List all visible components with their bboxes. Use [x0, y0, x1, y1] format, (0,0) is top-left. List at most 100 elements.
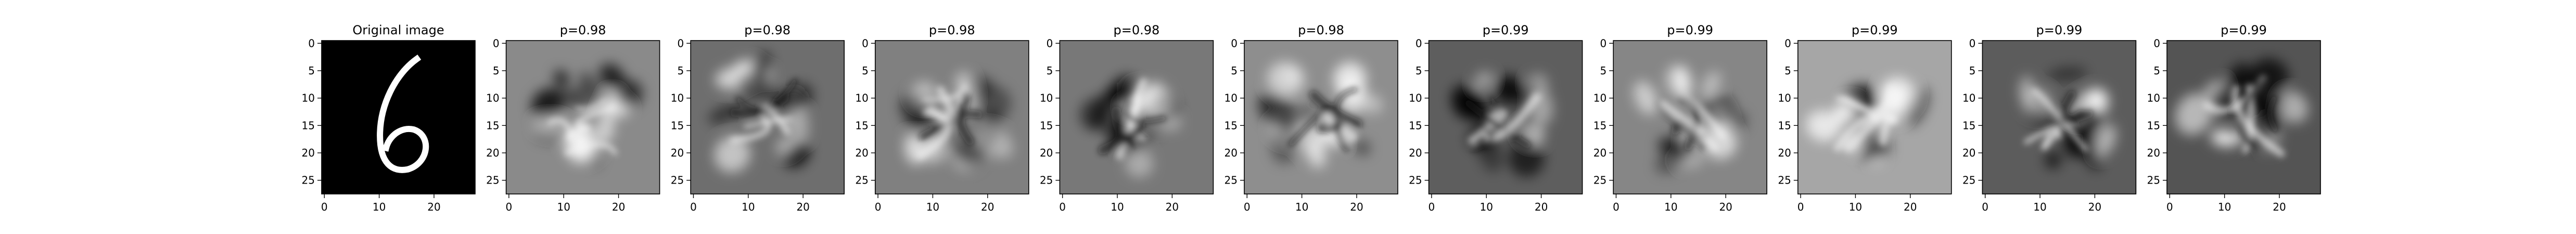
- image-panel: p=0.98 0 10 20 0 5 10 15 20 25: [1040, 23, 1214, 213]
- filter-strokes: [916, 83, 983, 160]
- filter-strokes: [1098, 78, 1167, 160]
- y-tick-label: 20: [1225, 147, 1238, 159]
- x-tick-label: 20: [796, 201, 809, 213]
- y-tick-label: 5: [2153, 64, 2160, 77]
- y-tick-label: 20: [302, 147, 315, 159]
- image-panel: p=0.99 0 10 20 0 5 10 15 20 25: [1593, 23, 1767, 213]
- filter-strokes: [1464, 93, 1541, 151]
- y-tick-label: 0: [1600, 37, 1606, 49]
- y-tick-label: 15: [486, 119, 499, 132]
- panel-title: p=0.98: [744, 23, 790, 37]
- y-tick-label: 15: [302, 119, 315, 132]
- y-tick-label: 15: [855, 119, 868, 132]
- y-tick-label: 10: [302, 92, 315, 105]
- x-tick-label: 10: [557, 201, 570, 213]
- x-tick-label: 20: [2273, 201, 2286, 213]
- axes-frame: [875, 40, 1029, 194]
- y-tick-label: 20: [1593, 147, 1606, 159]
- y-tick-label: 0: [1231, 37, 1238, 49]
- x-tick-label: 20: [1535, 201, 1548, 213]
- image-panel: p=0.98 0 10 20 0 5 10 15 20 25: [1225, 23, 1398, 213]
- y-tick-label: 0: [493, 37, 500, 49]
- y-tick-label: 0: [308, 37, 315, 49]
- filter-strokes: [1656, 92, 1726, 152]
- filter-pattern: [1079, 75, 1181, 178]
- filter-strokes: [547, 98, 618, 155]
- y-tick-label: 5: [1600, 64, 1606, 77]
- y-tick-label: 10: [855, 92, 868, 105]
- y-tick-label: 20: [671, 147, 684, 159]
- x-tick-label: 20: [1719, 201, 1732, 213]
- y-tick-label: 10: [1962, 92, 1975, 105]
- image-panel: p=0.99 0 10 20 0 5 10 15 20 25: [1409, 23, 1583, 213]
- y-tick-label: 5: [1415, 64, 1422, 77]
- panel-title: p=0.98: [560, 23, 606, 37]
- y-tick-label: 25: [2147, 174, 2160, 187]
- y-tick-label: 5: [862, 64, 869, 77]
- panel-title: p=0.99: [2221, 23, 2267, 37]
- image-panel: p=0.99 0 10 20 0 5 10 15 20 25: [1962, 23, 2137, 213]
- y-tick-label: 15: [1040, 119, 1053, 132]
- axes-frame: [321, 40, 476, 194]
- x-tick-label: 0: [690, 201, 697, 213]
- y-tick-label: 25: [1040, 174, 1053, 187]
- y-tick-label: 25: [1409, 174, 1422, 187]
- y-tick-label: 20: [486, 147, 499, 159]
- x-tick-label: 10: [1849, 201, 1862, 213]
- y-tick-label: 10: [671, 92, 684, 105]
- y-tick-label: 0: [1969, 37, 1976, 49]
- y-tick-label: 15: [1409, 119, 1422, 132]
- y-tick-label: 25: [1593, 174, 1606, 187]
- y-tick-label: 0: [1415, 37, 1422, 49]
- x-tick-label: 0: [1059, 201, 1066, 213]
- x-tick-label: 0: [1244, 201, 1251, 213]
- axes-frame: [1059, 40, 1214, 194]
- image-panel: Original image 0 10 20 0 5 10 15 20 25: [302, 23, 476, 213]
- y-tick-label: 20: [1040, 147, 1053, 159]
- x-tick-label: 0: [1982, 201, 1988, 213]
- x-tick-label: 20: [2088, 201, 2101, 213]
- axes-frame: [1797, 40, 1952, 194]
- y-tick-label: 15: [1778, 119, 1791, 132]
- x-tick-label: 20: [427, 201, 440, 213]
- y-tick-label: 5: [1231, 64, 1238, 77]
- image-panel: p=0.99 0 10 20 0 5 10 15 20 25: [2147, 23, 2321, 213]
- x-tick-label: 0: [321, 201, 328, 213]
- y-tick-label: 20: [855, 147, 868, 159]
- y-tick-label: 5: [1969, 64, 1976, 77]
- y-tick-label: 5: [493, 64, 500, 77]
- image-panel: p=0.98 0 10 20 0 5 10 15 20 25: [486, 23, 660, 213]
- x-tick-label: 20: [1904, 201, 1917, 213]
- axes-frame: [505, 40, 660, 194]
- filter-strokes: [730, 78, 798, 144]
- filter-strokes: [1833, 84, 1902, 153]
- panel-title: Original image: [352, 23, 444, 37]
- y-tick-label: 15: [1962, 119, 1975, 132]
- y-tick-label: 25: [1962, 174, 1975, 187]
- x-tick-label: 20: [1166, 201, 1179, 213]
- filter-strokes: [2023, 88, 2094, 152]
- y-tick-label: 25: [1778, 174, 1791, 187]
- x-tick-label: 10: [926, 201, 939, 213]
- y-tick-label: 10: [1040, 92, 1053, 105]
- x-tick-label: 10: [1295, 201, 1308, 213]
- y-tick-label: 15: [1593, 119, 1606, 132]
- y-tick-label: 10: [1778, 92, 1791, 105]
- y-tick-label: 20: [1962, 147, 1975, 159]
- digit-stroke: [377, 55, 429, 173]
- y-tick-label: 0: [1784, 37, 1791, 49]
- filter-strokes: [2203, 75, 2285, 158]
- x-tick-label: 10: [742, 201, 755, 213]
- x-tick-label: 10: [1664, 201, 1677, 213]
- x-tick-label: 0: [1797, 201, 1804, 213]
- panel-title: p=0.98: [1298, 23, 1344, 37]
- y-tick-label: 5: [308, 64, 315, 77]
- y-tick-label: 10: [1409, 92, 1422, 105]
- panel-title: p=0.98: [929, 23, 975, 37]
- filter-pattern: [2019, 67, 2116, 171]
- axes-frame: [690, 40, 845, 194]
- y-tick-label: 20: [1778, 147, 1791, 159]
- image-panel: p=0.98 0 10 20 0 5 10 15 20 25: [855, 23, 1029, 213]
- y-tick-label: 25: [1225, 174, 1238, 187]
